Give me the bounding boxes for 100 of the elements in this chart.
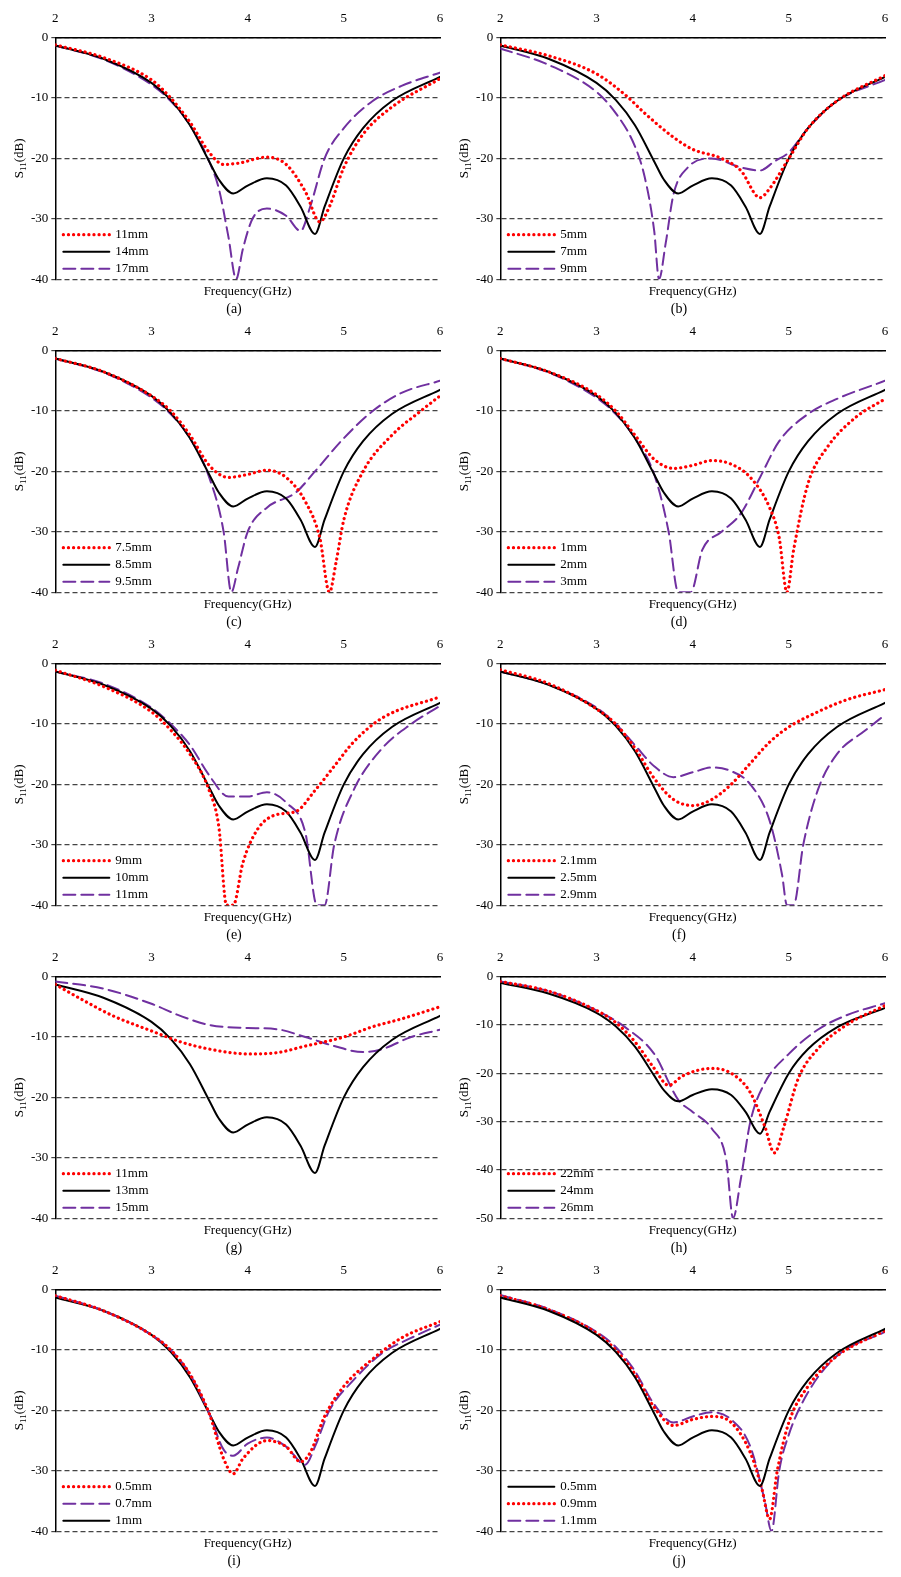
x-tick-label: 2 bbox=[52, 636, 59, 652]
legend-label: 14mm bbox=[115, 243, 149, 259]
y-tick-label: -30 bbox=[30, 1462, 49, 1478]
y-tick-label: -20 bbox=[475, 1064, 494, 1080]
legend-label: 17mm bbox=[115, 260, 149, 276]
y-tick-label: -30 bbox=[475, 1462, 494, 1478]
y-tick-label: -40 bbox=[30, 583, 49, 599]
y-tick-label: -10 bbox=[475, 1341, 494, 1357]
legend-label: 26mm bbox=[560, 1199, 594, 1215]
x-tick-label: 3 bbox=[148, 949, 155, 965]
x-axis-title: Frequency(GHz) bbox=[648, 908, 737, 924]
y-tick-label: -30 bbox=[475, 1112, 494, 1128]
x-tick-label: 3 bbox=[148, 1262, 155, 1278]
x-tick-label: 4 bbox=[244, 323, 252, 339]
x-tick-label: 5 bbox=[340, 636, 348, 652]
x-tick-label: 5 bbox=[340, 10, 348, 26]
x-axis-title: Frequency(GHz) bbox=[203, 908, 292, 924]
y-tick-label: -20 bbox=[30, 1401, 49, 1417]
x-tick-label: 5 bbox=[785, 323, 793, 339]
y-tick-label: -10 bbox=[30, 89, 49, 105]
x-tick-label: 5 bbox=[785, 949, 793, 965]
y-tick-label: -40 bbox=[30, 270, 49, 286]
legend-label: 3mm bbox=[560, 573, 588, 589]
y-tick-label: -20 bbox=[475, 1401, 494, 1417]
y-tick-label: -20 bbox=[475, 462, 494, 478]
y-tick-label: -30 bbox=[30, 1149, 49, 1165]
y-axis-title: S11(dB) bbox=[456, 451, 474, 492]
y-tick-label: -40 bbox=[30, 896, 49, 912]
x-tick-label: 2 bbox=[52, 949, 59, 965]
x-tick-label: 4 bbox=[689, 636, 697, 652]
x-tick-label: 5 bbox=[340, 949, 348, 965]
y-tick-label: -30 bbox=[475, 523, 494, 539]
y-tick-label: -30 bbox=[30, 523, 49, 539]
y-tick-label: -20 bbox=[30, 1088, 49, 1104]
y-tick-label: -10 bbox=[30, 1341, 49, 1357]
legend-label: 2mm bbox=[560, 556, 588, 572]
y-axis-title: S11(dB) bbox=[11, 1077, 29, 1118]
y-tick-label: -10 bbox=[30, 1028, 49, 1044]
legend-label: 15mm bbox=[115, 1199, 149, 1215]
legend-label: 10mm bbox=[115, 869, 149, 885]
y-tick-label: -40 bbox=[30, 1209, 49, 1225]
legend-label: 0.5mm bbox=[115, 1478, 152, 1494]
x-tick-label: 2 bbox=[497, 323, 504, 339]
legend-label: 8.5mm bbox=[115, 556, 152, 572]
legend-label: 7mm bbox=[560, 243, 588, 259]
text: (e) bbox=[226, 927, 243, 944]
legend-label: 9mm bbox=[560, 260, 588, 276]
y-axis-title: S11(dB) bbox=[11, 138, 29, 179]
y-tick-label: 0 bbox=[486, 342, 494, 358]
y-tick-label: -50 bbox=[475, 1209, 494, 1225]
legend-label: 1.1mm bbox=[560, 1512, 597, 1528]
y-tick-label: -40 bbox=[475, 270, 494, 286]
text: (f) bbox=[672, 927, 687, 944]
y-tick-label: -10 bbox=[30, 402, 49, 418]
y-tick-label: 0 bbox=[486, 655, 494, 671]
x-axis-title: Frequency(GHz) bbox=[648, 282, 737, 298]
legend-label: 0.5mm bbox=[560, 1478, 597, 1494]
y-tick-label: -30 bbox=[475, 210, 494, 226]
x-tick-label: 4 bbox=[244, 949, 252, 965]
y-axis-title: S11(dB) bbox=[456, 138, 474, 179]
x-tick-label: 4 bbox=[689, 323, 697, 339]
y-tick-label: 0 bbox=[486, 29, 494, 45]
x-tick-label: 6 bbox=[881, 636, 889, 652]
x-tick-label: 6 bbox=[881, 1262, 889, 1278]
legend-label: 0.7mm bbox=[115, 1495, 152, 1511]
y-tick-label: 0 bbox=[41, 1281, 49, 1297]
x-tick-label: 2 bbox=[497, 949, 504, 965]
y-axis-title: S11(dB) bbox=[456, 1077, 474, 1118]
line-series bbox=[500, 668, 885, 808]
x-tick-label: 4 bbox=[689, 949, 697, 965]
y-tick-label: 0 bbox=[486, 968, 494, 984]
text: (a) bbox=[226, 301, 243, 318]
y-tick-label: -10 bbox=[30, 715, 49, 731]
y-tick-label: -40 bbox=[475, 1161, 494, 1177]
legend-label: 13mm bbox=[115, 1182, 149, 1198]
x-tick-label: 5 bbox=[785, 1262, 793, 1278]
y-tick-label: -40 bbox=[30, 1522, 49, 1538]
x-tick-label: 3 bbox=[593, 636, 600, 652]
x-tick-label: 2 bbox=[52, 323, 59, 339]
x-tick-label: 6 bbox=[881, 323, 889, 339]
text: (c) bbox=[226, 614, 243, 631]
x-tick-label: 3 bbox=[593, 323, 600, 339]
y-tick-label: -10 bbox=[475, 715, 494, 731]
x-axis-title: Frequency(GHz) bbox=[203, 1534, 292, 1550]
x-tick-label: 5 bbox=[340, 1262, 348, 1278]
legend-label: 11mm bbox=[115, 886, 149, 902]
x-axis-title: Frequency(GHz) bbox=[648, 1221, 737, 1237]
legend-label: 2.5mm bbox=[560, 869, 597, 885]
x-tick-label: 6 bbox=[436, 949, 444, 965]
x-tick-label: 6 bbox=[436, 10, 444, 26]
x-axis-title: Frequency(GHz) bbox=[648, 595, 737, 611]
x-tick-label: 4 bbox=[244, 1262, 252, 1278]
legend-label: 1mm bbox=[560, 539, 588, 555]
y-tick-label: -20 bbox=[30, 775, 49, 791]
x-tick-label: 5 bbox=[785, 636, 793, 652]
y-tick-label: -20 bbox=[475, 775, 494, 791]
line-series bbox=[500, 980, 885, 1219]
x-tick-label: 3 bbox=[593, 10, 600, 26]
text: (b) bbox=[670, 301, 688, 318]
legend-label: 2.9mm bbox=[560, 886, 597, 902]
